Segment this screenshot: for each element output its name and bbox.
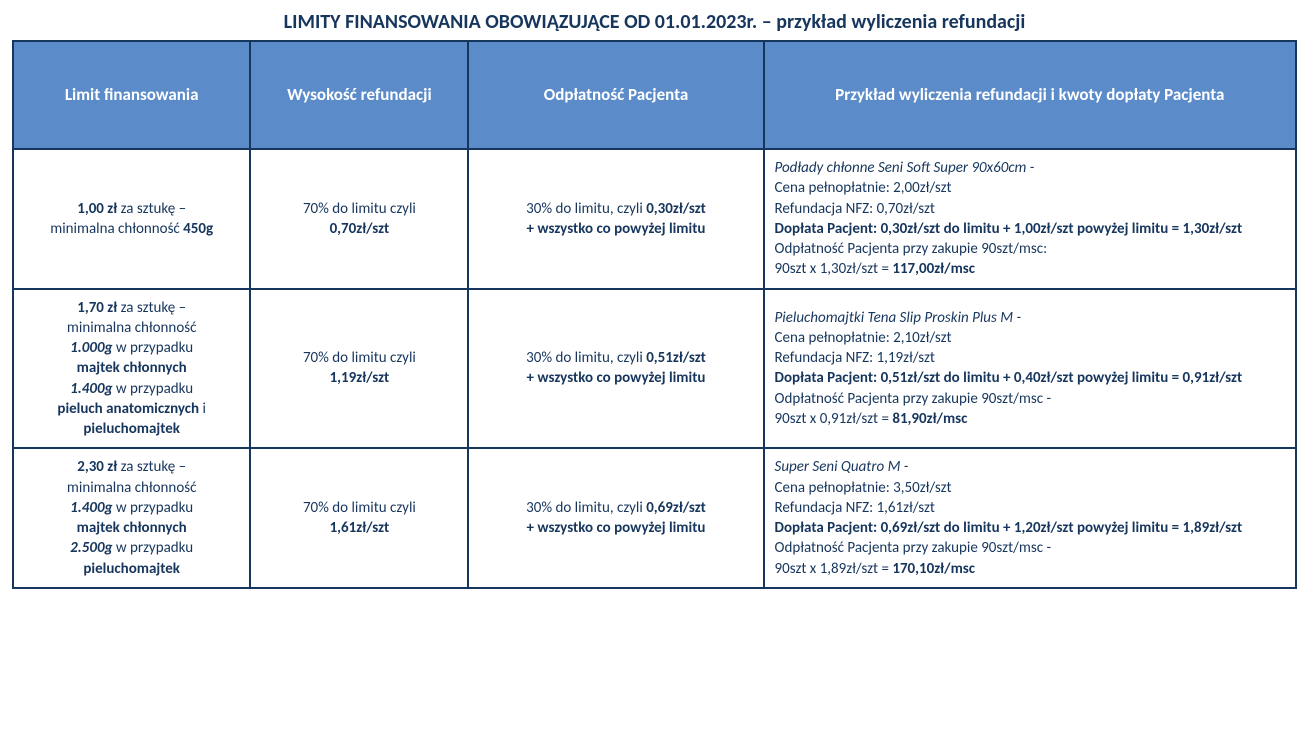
nfz-refund: Refundacja NFZ: 0,70zł/szt xyxy=(775,200,935,218)
text: + wszystko co powyżej limitu xyxy=(527,369,706,387)
text: w przypadku xyxy=(113,380,194,398)
product-type: pieluchomajtek xyxy=(83,560,180,578)
patient-copay: Dopłata Pacjent: 0,30zł/szt do limitu + … xyxy=(775,220,1243,238)
absorbency: 450g xyxy=(183,220,213,238)
text: minimalna chłonność xyxy=(67,319,197,337)
text: minimalna chłonność xyxy=(67,479,197,497)
text: 30% do limitu, czyli xyxy=(526,349,646,367)
monthly-calc: 90szt x 1,30zł/szt = xyxy=(775,260,893,278)
table-row: 2,30 zł za sztukę – minimalna chłonność … xyxy=(13,448,1296,588)
monthly-intro: Odpłatność Pacjenta przy zakupie 90szt/m… xyxy=(775,539,1052,557)
absorbency: 1.400g xyxy=(70,380,112,398)
cell-refund: 70% do limitu czyli 1,19zł/szt xyxy=(250,289,468,449)
table-row: 1,00 zł za sztukę – minimalna chłonność … xyxy=(13,149,1296,289)
product-name: Podłady chłonne Seni Soft Super 90x60cm … xyxy=(775,159,1035,177)
cell-limit: 1,00 zł za sztukę – minimalna chłonność … xyxy=(13,149,250,289)
full-price: Cena pełnopłatnie: 2,00zł/szt xyxy=(775,179,952,197)
cell-patient-pay: 30% do limitu, czyli 0,30zł/szt + wszyst… xyxy=(468,149,763,289)
text: 70% do limitu czyli xyxy=(303,499,416,517)
limit-amount: 1,00 zł xyxy=(77,200,117,218)
cell-patient-pay: 30% do limitu, czyli 0,69zł/szt + wszyst… xyxy=(468,448,763,588)
cell-example: Podłady chłonne Seni Soft Super 90x60cm … xyxy=(764,149,1296,289)
monthly-total: 81,90zł/msc xyxy=(892,410,967,428)
table-row: 1,70 zł za sztukę – minimalna chłonność … xyxy=(13,289,1296,449)
nfz-refund: Refundacja NFZ: 1,61zł/szt xyxy=(775,499,935,517)
limit-amount: 1,70 zł xyxy=(77,299,117,317)
text: w przypadku xyxy=(113,499,194,517)
financing-limits-table: Limit finansowania Wysokość refundacji O… xyxy=(12,40,1297,589)
cell-refund: 70% do limitu czyli 0,70zł/szt xyxy=(250,149,468,289)
product-name: Pieluchomajtki Tena Slip Proskin Plus M … xyxy=(775,309,1022,327)
text: w przypadku xyxy=(113,339,194,357)
patient-amount: 0,69zł/szt xyxy=(646,499,706,517)
product-type: pieluch anatomicznych xyxy=(57,400,199,418)
monthly-total: 117,00zł/msc xyxy=(892,260,975,278)
text: 30% do limitu, czyli xyxy=(526,200,646,218)
patient-amount: 0,30zł/szt xyxy=(646,200,706,218)
page-title: LIMITY FINANSOWANIA OBOWIĄZUJĄCE OD 01.0… xyxy=(12,10,1297,34)
absorbency: 2.500g xyxy=(70,539,112,557)
table-header-row: Limit finansowania Wysokość refundacji O… xyxy=(13,41,1296,149)
text: + wszystko co powyżej limitu xyxy=(527,220,706,238)
cell-refund: 70% do limitu czyli 1,61zł/szt xyxy=(250,448,468,588)
text: za sztukę – xyxy=(117,200,186,218)
monthly-intro: Odpłatność Pacjenta przy zakupie 90szt/m… xyxy=(775,240,1048,258)
product-type: majtek chłonnych xyxy=(77,519,187,537)
full-price: Cena pełnopłatnie: 2,10zł/szt xyxy=(775,329,952,347)
refund-amount: 1,61zł/szt xyxy=(330,519,390,537)
text: + wszystko co powyżej limitu xyxy=(527,519,706,537)
cell-example: Pieluchomajtki Tena Slip Proskin Plus M … xyxy=(764,289,1296,449)
absorbency: 1.400g xyxy=(70,499,112,517)
text: 70% do limitu czyli xyxy=(303,200,416,218)
full-price: Cena pełnopłatnie: 3,50zł/szt xyxy=(775,479,952,497)
monthly-calc: 90szt x 0,91zł/szt = xyxy=(775,410,893,428)
nfz-refund: Refundacja NFZ: 1,19zł/szt xyxy=(775,349,935,367)
text: w przypadku xyxy=(113,539,194,557)
product-name: Super Seni Quatro M - xyxy=(775,458,909,476)
monthly-calc: 90szt x 1,89zł/szt = xyxy=(775,560,893,578)
text: minimalna chłonność xyxy=(50,220,183,238)
patient-copay: Dopłata Pacjent: 0,69zł/szt do limitu + … xyxy=(775,519,1243,537)
text: za sztukę – xyxy=(117,299,186,317)
monthly-intro: Odpłatność Pacjenta przy zakupie 90szt/m… xyxy=(775,390,1052,408)
refund-amount: 0,70zł/szt xyxy=(330,220,390,238)
product-type: majtek chłonnych xyxy=(77,359,187,377)
refund-amount: 1,19zł/szt xyxy=(330,369,390,387)
cell-limit: 2,30 zł za sztukę – minimalna chłonność … xyxy=(13,448,250,588)
text: 30% do limitu, czyli xyxy=(526,499,646,517)
product-type: pieluchomajtek xyxy=(83,420,180,438)
text: 70% do limitu czyli xyxy=(303,349,416,367)
cell-example: Super Seni Quatro M - Cena pełnopłatnie:… xyxy=(764,448,1296,588)
monthly-total: 170,10zł/msc xyxy=(892,560,975,578)
limit-amount: 2,30 zł xyxy=(77,458,117,476)
text: za sztukę – xyxy=(117,458,186,476)
text: i xyxy=(199,400,206,418)
col-patient: Odpłatność Pacjenta xyxy=(468,41,763,149)
col-limit: Limit finansowania xyxy=(13,41,250,149)
patient-amount: 0,51zł/szt xyxy=(646,349,706,367)
cell-patient-pay: 30% do limitu, czyli 0,51zł/szt + wszyst… xyxy=(468,289,763,449)
absorbency: 1.000g xyxy=(70,339,112,357)
col-example: Przykład wyliczenia refundacji i kwoty d… xyxy=(764,41,1296,149)
cell-limit: 1,70 zł za sztukę – minimalna chłonność … xyxy=(13,289,250,449)
patient-copay: Dopłata Pacjent: 0,51zł/szt do limitu + … xyxy=(775,369,1243,387)
col-refund: Wysokość refundacji xyxy=(250,41,468,149)
